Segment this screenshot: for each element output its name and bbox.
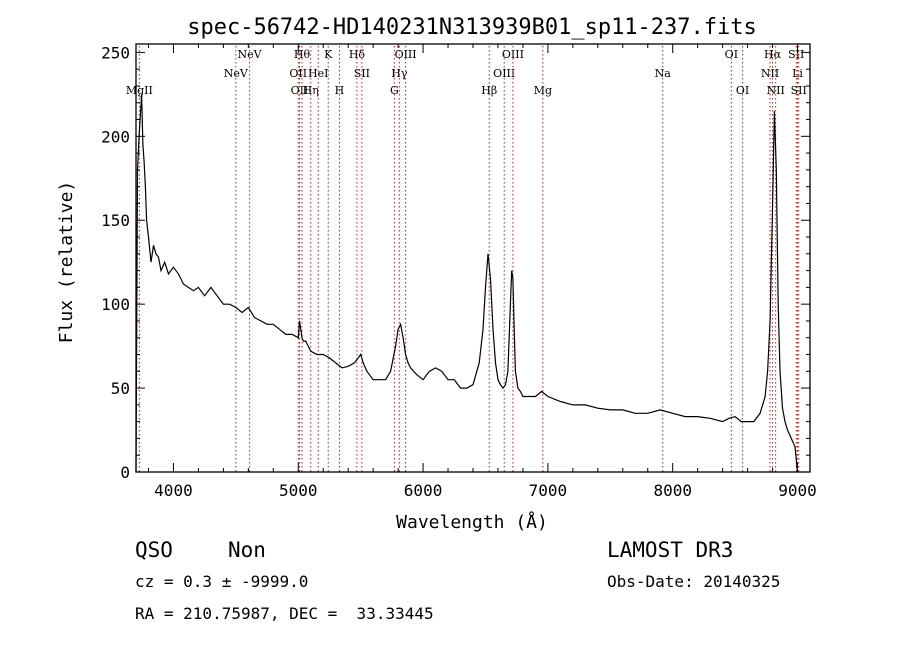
y-tick-label-1: 50 xyxy=(111,379,130,398)
chart-title: spec-56742-HD140231N313939B01_sp11-237.f… xyxy=(187,15,757,40)
y-tick-label-2: 100 xyxy=(101,295,130,314)
line-label-12: G xyxy=(390,84,399,97)
plot-frame xyxy=(135,43,811,473)
x-tick-label-5: 9000 xyxy=(778,481,817,500)
object-class: QSO xyxy=(135,538,173,562)
x-axis: 4000 5000 6000 7000 8000 9000 xyxy=(147,44,817,500)
line-label-20: OI xyxy=(725,48,738,61)
line-label-4: OII xyxy=(291,84,309,97)
object-subclass: Non xyxy=(228,538,266,562)
spectrum-line xyxy=(135,94,799,473)
line-label-16: OIII xyxy=(493,67,515,80)
line-label-8: K xyxy=(324,48,333,61)
line-label-13: Hγ xyxy=(391,67,408,80)
line-label-11: SII xyxy=(354,67,370,80)
y-axis: 0 50 100 150 200 250 xyxy=(101,43,810,482)
survey-name: LAMOST DR3 xyxy=(607,538,734,562)
line-label-2: NeV xyxy=(238,48,263,61)
x-tick-label-0: 4000 xyxy=(154,481,193,500)
ra-dec-coordinates: RA = 210.75987, DEC = 33.33445 xyxy=(135,604,434,623)
x-tick-label-3: 7000 xyxy=(529,481,568,500)
line-label-18: Mg xyxy=(534,84,552,97)
y-tick-label-4: 200 xyxy=(101,127,130,146)
line-label-5: Hθ xyxy=(294,48,311,61)
line-label-10: Hδ xyxy=(349,48,366,61)
line-label-19: Na xyxy=(655,67,672,80)
x-axis-label: Wavelength (Å) xyxy=(396,511,548,533)
x-tick-label-2: 6000 xyxy=(404,481,443,500)
line-label-25: SII xyxy=(788,48,804,61)
line-label-24: NII xyxy=(767,84,785,97)
emission-line-markers: MgII NeV NeV OII OII Hθ Hη HeI K H Hδ SII G Hγ OIII Hβ O… xyxy=(126,46,807,472)
line-label-22: Hα xyxy=(764,48,782,61)
line-label-14: OIII xyxy=(395,48,417,61)
y-tick-label-0: 0 xyxy=(120,463,130,482)
line-label-17: OIII xyxy=(502,48,524,61)
line-label-7: HeI xyxy=(308,67,328,80)
line-label-6: Hη xyxy=(303,84,319,97)
y-tick-label-5: 250 xyxy=(101,43,130,62)
line-label-21: OI xyxy=(736,84,749,97)
line-label-0: MgII xyxy=(126,84,153,97)
x-tick-label-1: 5000 xyxy=(279,481,318,500)
line-label-3: OII xyxy=(289,67,307,80)
line-label-15: Hβ xyxy=(481,84,497,97)
y-axis-label: Flux (relative) xyxy=(56,181,77,344)
line-label-27: SII xyxy=(791,84,807,97)
line-label-26: Li xyxy=(792,67,803,80)
redshift-cz: cz = 0.3 ± -9999.0 xyxy=(135,572,309,591)
line-label-1: NeV xyxy=(224,67,249,80)
observation-date: Obs-Date: 20140325 xyxy=(607,572,781,591)
line-label-9: H xyxy=(335,84,345,97)
y-tick-label-3: 150 xyxy=(101,211,130,230)
x-tick-label-4: 8000 xyxy=(653,481,692,500)
line-label-23: NII xyxy=(761,67,779,80)
